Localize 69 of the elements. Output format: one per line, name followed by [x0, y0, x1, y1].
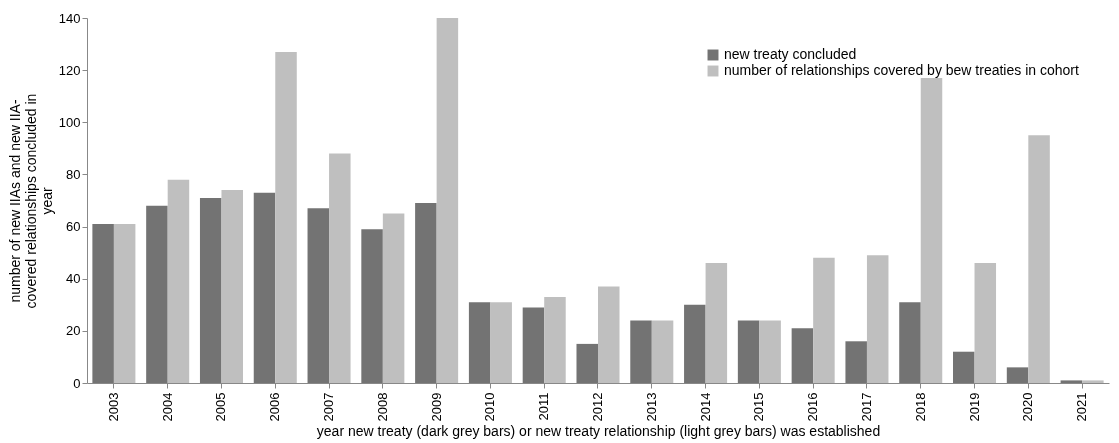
bar	[630, 320, 652, 383]
x-axis-title: year new treaty (dark grey bars) or new treaty relationship (light grey bars) was established	[316, 423, 881, 440]
y-axis-title: number of new IIAs and new IIA-covered relationships concluded in year	[6, 93, 55, 309]
bar	[920, 77, 943, 383]
x-tick-label: 2010	[482, 392, 498, 422]
bar	[361, 229, 383, 383]
bar	[167, 179, 190, 383]
y-tick-label: 20	[66, 323, 81, 339]
x-tick-label: 2021	[1074, 392, 1090, 422]
bar	[329, 153, 351, 383]
bar	[576, 343, 598, 383]
bar	[275, 51, 297, 383]
y-tick-label: 80	[66, 166, 81, 182]
x-tick-label: 2004	[159, 392, 175, 422]
x-tick-label: 2006	[267, 392, 283, 422]
y-tick-label: 120	[58, 62, 81, 78]
x-tick-label: 2014	[697, 392, 713, 422]
bar	[199, 197, 222, 383]
x-tick-label: 2008	[374, 392, 390, 422]
y-tick-label: 40	[66, 271, 81, 287]
bar	[845, 341, 867, 383]
x-tick-label: 2009	[428, 392, 444, 422]
y-tick-label: 0	[73, 375, 81, 391]
bar	[436, 18, 459, 383]
bar	[1082, 380, 1104, 383]
x-tick-label: 2018	[912, 392, 928, 422]
bar	[92, 223, 114, 383]
bar	[522, 307, 545, 383]
legend-label: new treaty concluded	[724, 46, 857, 62]
bar	[651, 320, 674, 383]
x-tick-label: 2017	[858, 392, 874, 422]
bar	[791, 328, 814, 383]
x-tick-label: 2005	[213, 392, 229, 422]
bar	[146, 205, 168, 383]
bar	[415, 203, 437, 383]
bar	[813, 257, 835, 383]
bar	[866, 255, 889, 383]
bar	[737, 320, 760, 383]
x-tick-label: 2007	[321, 392, 337, 422]
y-tick-label: 140	[58, 10, 81, 26]
bar	[953, 351, 975, 383]
x-tick-label: 2011	[536, 392, 552, 421]
bar	[1060, 380, 1083, 383]
bar	[253, 192, 276, 383]
bar	[684, 304, 706, 383]
bar	[490, 302, 512, 383]
bar	[468, 302, 491, 383]
x-tick-label: 2013	[643, 392, 659, 422]
bar	[544, 296, 566, 383]
bar	[1028, 135, 1050, 383]
bar	[113, 223, 136, 383]
legend-label: number of relationships covered by bew treaties in cohort	[724, 62, 1079, 78]
bar	[598, 286, 620, 383]
x-tick-label: 2003	[105, 392, 121, 422]
x-tick-label: 2020	[1020, 392, 1036, 422]
bar	[307, 208, 330, 383]
y-tick-label: 60	[66, 219, 81, 235]
x-tick-label: 2012	[590, 392, 605, 422]
bar	[899, 302, 921, 383]
x-tick-label: 2016	[805, 392, 821, 422]
x-tick-label: 2015	[751, 392, 767, 422]
bar	[705, 263, 728, 383]
bar	[1006, 367, 1029, 383]
bar	[382, 213, 405, 383]
bar	[221, 190, 243, 383]
y-tick-label: 100	[58, 114, 81, 130]
bar	[974, 263, 997, 383]
bar	[759, 320, 781, 383]
x-tick-label: 2019	[966, 392, 982, 422]
